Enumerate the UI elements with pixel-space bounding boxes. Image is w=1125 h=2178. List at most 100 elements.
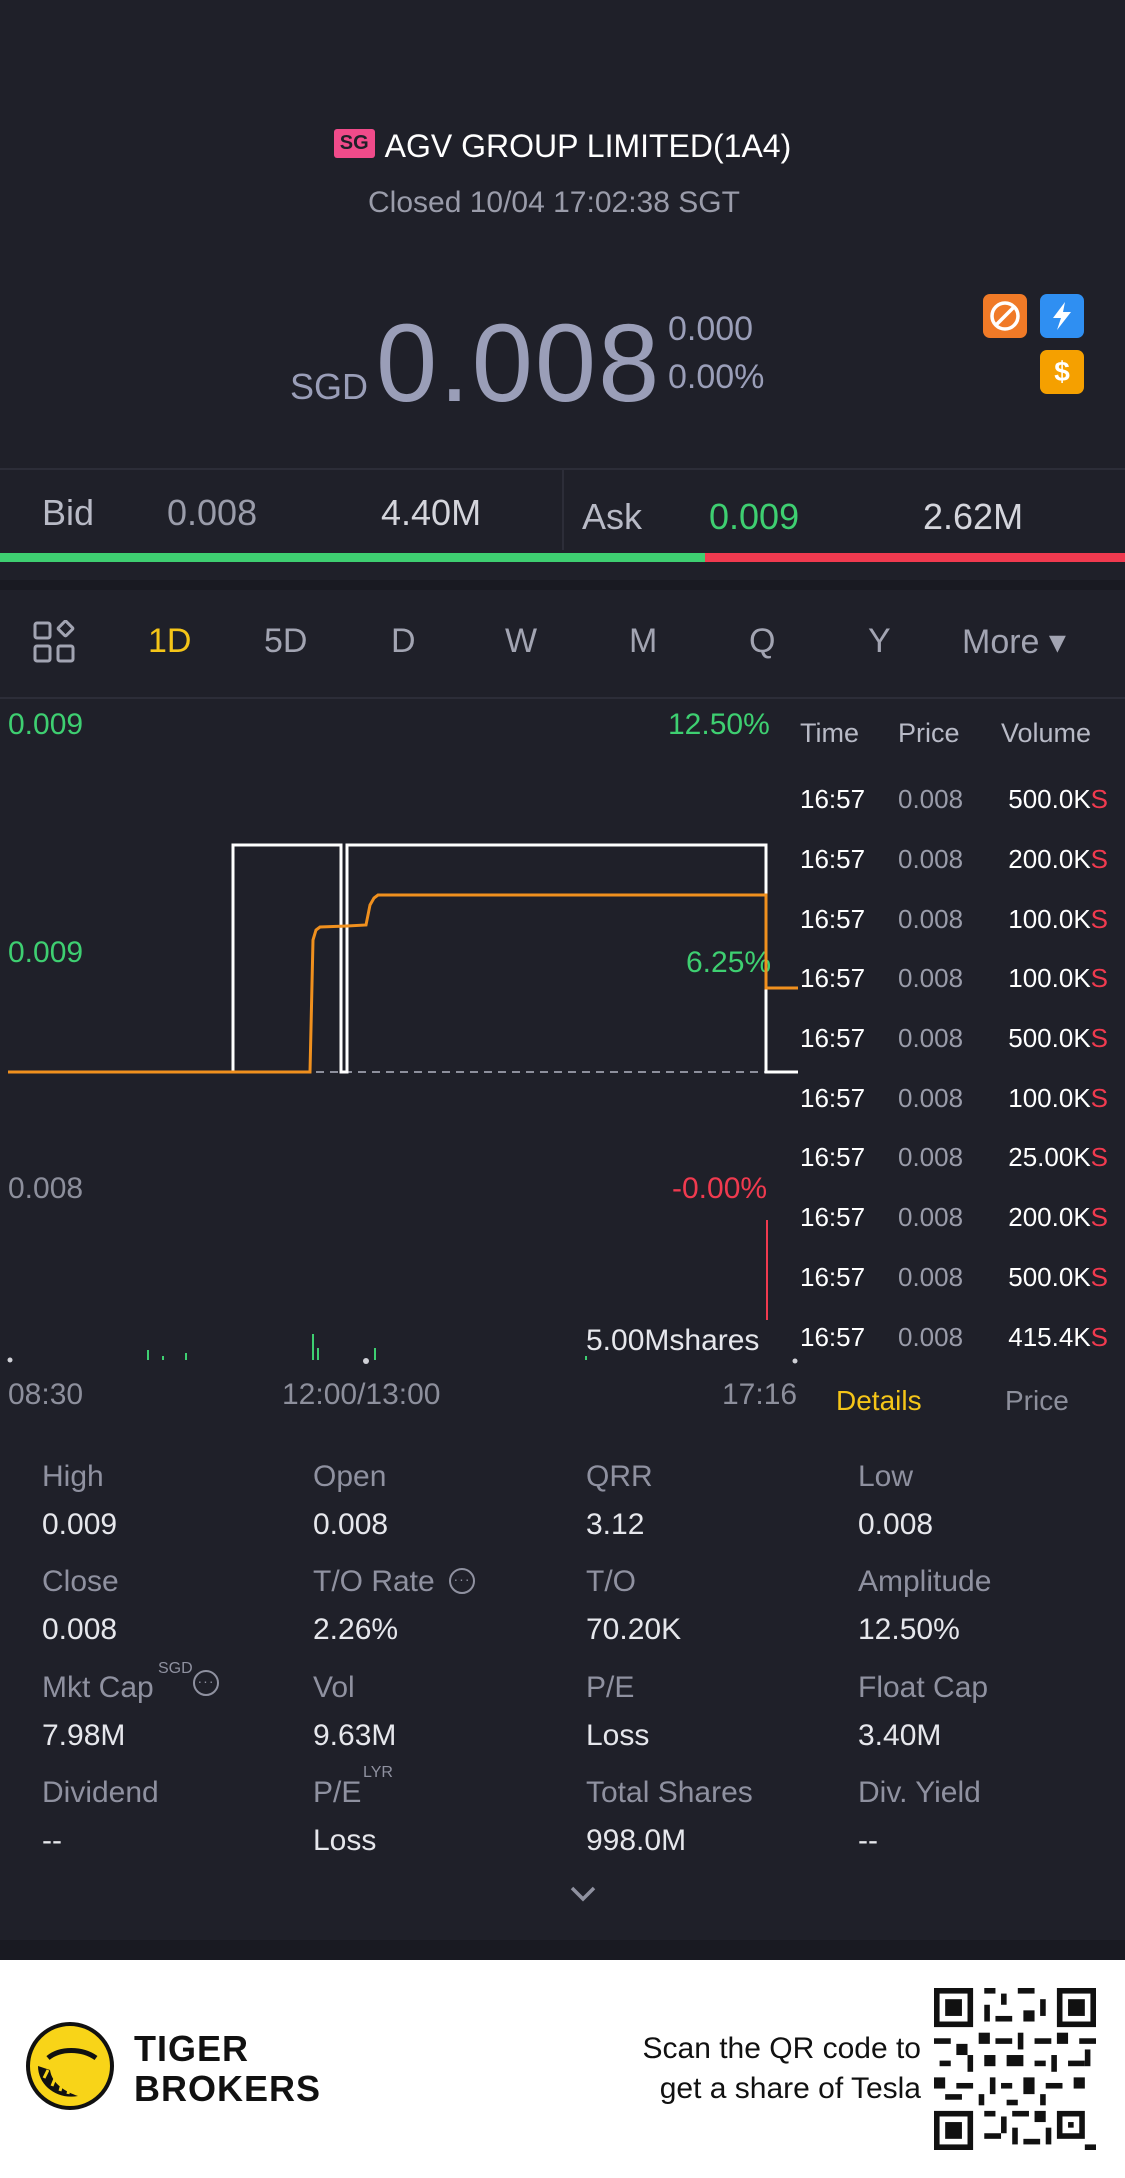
bid-ask-separator — [562, 470, 564, 550]
stat-value: 998.0M — [586, 1824, 687, 1857]
trade-side: S — [1090, 1202, 1108, 1232]
trade-side: S — [1090, 904, 1108, 934]
tab-price[interactable]: Price — [1005, 1385, 1069, 1416]
tab-details[interactable]: Details — [836, 1385, 922, 1416]
trade-volume: 500.0KS — [1008, 1023, 1108, 1054]
trade-volume-value: 200.0K — [1008, 844, 1091, 874]
trade-price: 0.008 — [898, 1142, 964, 1172]
price-change: 0.000 — [668, 310, 754, 348]
trade-price: 0.008 — [898, 1322, 964, 1352]
average-line — [8, 893, 798, 1074]
trade-price: 0.008 — [898, 1023, 964, 1053]
trade-volume-value: 415.4K — [1008, 1322, 1091, 1352]
trade-volume-value: 25.00K — [1008, 1142, 1091, 1172]
stat-value: 9.63M — [313, 1719, 397, 1752]
trade-volume-value: 200.0K — [1008, 1202, 1091, 1232]
trade-side: S — [1090, 1322, 1108, 1352]
trade-volume: 25.00KS — [1008, 1142, 1108, 1173]
trade-side: S — [1090, 784, 1108, 814]
stat-value: 2.26% — [313, 1613, 399, 1646]
no-short-icon[interactable] — [983, 294, 1027, 338]
stat-value: 0.009 — [42, 1508, 118, 1541]
trade-time: 16:57 — [800, 904, 866, 934]
trade-volume-value: 500.0K — [1008, 784, 1091, 814]
bid-label: Bid — [42, 492, 95, 533]
trade-side: S — [1090, 1023, 1108, 1053]
trade-volume: 500.0KS — [1008, 1262, 1108, 1293]
bid-size: 4.40M — [381, 492, 482, 533]
tab-5d[interactable]: 5D — [264, 622, 308, 660]
tab-d[interactable]: D — [391, 622, 416, 660]
currency-label: SGD — [290, 366, 369, 407]
stat-label: Total Shares — [586, 1776, 753, 1809]
trade-volume: 100.0KS — [1008, 963, 1108, 994]
trade-side: S — [1090, 1083, 1108, 1113]
trades-header-price: Price — [898, 718, 960, 748]
y-axis-left-bottom: 0.008 — [8, 1172, 84, 1205]
y-axis-right-bottom: -0.00% — [672, 1172, 768, 1205]
stat-label: T/O Rate — [313, 1565, 435, 1598]
volume-scale-label: 5.00Mshares — [586, 1324, 760, 1357]
stat-label: Dividend — [42, 1776, 159, 1809]
tab-y[interactable]: Y — [868, 622, 891, 660]
last-price: 0.008 — [376, 302, 662, 425]
tab-1d[interactable]: 1D — [148, 622, 192, 660]
brand-name-line2: BROKERS — [134, 2068, 322, 2109]
layout-grid-icon[interactable] — [32, 619, 76, 669]
trade-price: 0.008 — [898, 1262, 964, 1292]
trade-time: 16:57 — [800, 844, 866, 874]
trade-volume: 100.0KS — [1008, 1083, 1108, 1114]
section-gap — [0, 580, 1125, 590]
trade-volume: 415.4KS — [1008, 1322, 1108, 1353]
chevron-down-icon[interactable] — [568, 1884, 598, 1909]
ask-ratio-bar — [705, 553, 1125, 562]
info-icon[interactable]: ··· — [449, 1568, 475, 1594]
trade-volume-value: 100.0K — [1008, 963, 1091, 993]
stat-label: Float Cap — [858, 1671, 989, 1704]
trade-volume: 500.0KS — [1008, 784, 1108, 815]
tab-q[interactable]: Q — [749, 622, 776, 660]
stat-label: P/E — [313, 1776, 362, 1809]
trade-time: 16:57 — [800, 1322, 866, 1352]
x-axis-start: 08:30 — [8, 1378, 84, 1411]
stat-value: 3.40M — [858, 1719, 942, 1752]
promo-text-line2: get a share of Tesla — [659, 2072, 921, 2105]
stat-label: Mkt Cap — [42, 1671, 154, 1704]
ask-size: 2.62M — [923, 496, 1024, 537]
trades-header-time: Time — [800, 718, 859, 748]
y-axis-left-mid: 0.009 — [8, 936, 84, 969]
stat-value: 12.50% — [858, 1613, 960, 1646]
market-status: Closed 10/04 17:02:38 SGT — [368, 186, 740, 219]
trade-price: 0.008 — [898, 844, 964, 874]
trade-price: 0.008 — [898, 963, 964, 993]
x-axis-mid: 12:00/13:00 — [282, 1378, 441, 1411]
tab-more[interactable]: More ▾ — [962, 623, 1066, 661]
stat-label: Low — [858, 1460, 914, 1493]
ask-label: Ask — [582, 496, 643, 537]
dollar-icon[interactable]: $ — [1040, 350, 1084, 394]
trade-price: 0.008 — [898, 784, 964, 814]
stock-name: AGV GROUP LIMITED(1A4) — [384, 128, 792, 164]
bid-price: 0.008 — [167, 492, 258, 533]
tiger-logo — [26, 2022, 114, 2110]
tab-m[interactable]: M — [629, 622, 658, 660]
stat-value: 0.008 — [313, 1508, 389, 1541]
bid-ratio-bar — [0, 553, 706, 562]
trade-volume-value: 500.0K — [1008, 1262, 1091, 1292]
flash-icon[interactable] — [1040, 294, 1084, 338]
trade-price: 0.008 — [898, 904, 964, 934]
tab-w[interactable]: W — [505, 622, 538, 660]
stat-label: P/E — [586, 1671, 635, 1704]
brand-name-line1: TIGER — [134, 2028, 250, 2069]
qr-code-icon[interactable] — [934, 1988, 1096, 2150]
stat-label: Close — [42, 1565, 119, 1598]
stat-value: 7.98M — [42, 1719, 126, 1752]
trade-side: S — [1090, 1142, 1108, 1172]
stat-value: 0.008 — [858, 1508, 934, 1541]
trades-header-volume: Volume — [1001, 718, 1092, 748]
info-icon[interactable]: ··· — [193, 1670, 219, 1696]
trade-time: 16:57 — [800, 1202, 866, 1232]
intraday-chart[interactable] — [0, 700, 800, 1380]
trade-time: 16:57 — [800, 1023, 866, 1053]
stat-value: 0.008 — [42, 1613, 118, 1646]
